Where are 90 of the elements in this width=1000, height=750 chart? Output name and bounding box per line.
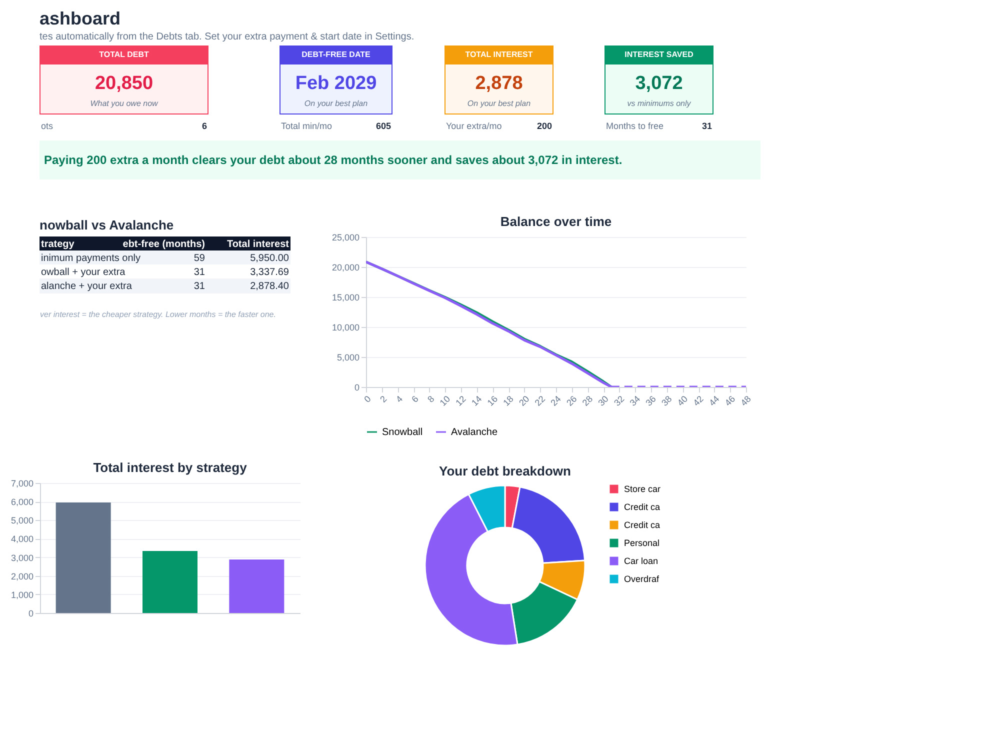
chart-title: Your debt breakdown: [439, 464, 572, 478]
legend-label: Store car: [624, 484, 661, 494]
text: TOTAL DEBT: [99, 50, 149, 59]
x-tick-label: 42: [691, 394, 706, 408]
x-tick-label: 40: [675, 394, 690, 408]
text: On your best plan: [467, 99, 532, 108]
text: DEBT-FREE DATE: [302, 50, 372, 59]
text: Months to free: [606, 121, 664, 131]
y-tick-label: 25,000: [332, 232, 360, 242]
text: 3,337.69: [250, 267, 290, 278]
legend-label: Snowball: [382, 427, 423, 438]
x-tick-label: 0: [362, 394, 373, 404]
text: 3,072: [635, 73, 683, 94]
text: 31: [194, 281, 206, 292]
x-tick-label: 38: [660, 394, 674, 408]
x-tick-label: 46: [722, 394, 738, 408]
x-tick-label: 4: [394, 394, 405, 404]
y-tick-label: 5,000: [336, 352, 360, 362]
x-tick-label: 20: [517, 394, 532, 408]
text: Feb 2029: [295, 73, 377, 94]
y-tick-label: 0: [354, 382, 360, 392]
text: owball + your extra: [41, 267, 126, 278]
legend-label: Credit ca: [624, 502, 660, 512]
x-tick-label: 36: [644, 394, 658, 408]
text: ots: [41, 121, 54, 131]
y-tick-label: 15,000: [332, 292, 360, 302]
text: alanche + your extra: [41, 281, 132, 292]
x-tick-label: 16: [485, 394, 500, 408]
x-tick-label: 24: [548, 394, 563, 408]
text: 605: [376, 121, 391, 131]
text: 200: [536, 121, 552, 131]
text: TOTAL INTEREST: [465, 50, 533, 59]
y-tick-label: 5,000: [10, 516, 34, 526]
text: vs minimums only: [627, 99, 692, 108]
text: INTEREST SAVED: [624, 50, 694, 59]
text: Total interest: [226, 239, 290, 250]
text: 2,878: [475, 73, 523, 94]
text: 5,950.00: [250, 253, 290, 264]
x-tick-label: 6: [410, 394, 420, 404]
x-tick-label: 8: [426, 394, 436, 404]
bar: [142, 550, 198, 613]
x-tick-label: 14: [470, 394, 484, 408]
legend-label: Personal: [624, 538, 660, 548]
text: What you owe now: [90, 99, 160, 108]
text: Total min/mo: [281, 121, 332, 131]
text: tes automatically from the Debts tab. Set your extra payment & start date in Settings.: [40, 32, 414, 42]
chart-title: Total interest by strategy: [93, 460, 248, 475]
x-tick-label: 30: [596, 394, 610, 408]
legend-label: Credit ca: [624, 520, 660, 530]
text: Paying 200 extra a month clears your debt about 28 months sooner and saves about 3,072 in interest.: [44, 153, 622, 167]
text: 31: [194, 267, 206, 278]
text: 2,878.40: [250, 281, 290, 292]
chart-title: Balance over time: [500, 214, 612, 229]
text: Your extra/mo: [446, 121, 502, 131]
x-tick-label: 18: [501, 394, 516, 408]
text: ebt-free (months): [122, 239, 205, 250]
y-tick-label: 1,000: [10, 590, 34, 600]
text: 20,850: [94, 73, 154, 94]
text: 31: [702, 121, 712, 131]
y-tick-label: 6,000: [10, 497, 34, 508]
text: nowball vs Avalanche: [40, 218, 174, 232]
x-tick-label: 32: [612, 394, 626, 408]
text: ver interest = the cheaper strategy. Lower months = the faster one.: [40, 310, 276, 319]
bar: [229, 560, 284, 613]
legend-label: Car loan: [624, 556, 658, 566]
x-tick-label: 2: [378, 394, 389, 404]
text: trategy: [41, 239, 75, 250]
legend-label: Overdraf: [624, 574, 660, 584]
x-tick-label: 12: [454, 394, 468, 408]
y-tick-label: 2,000: [10, 571, 34, 582]
y-tick-label: 0: [28, 608, 34, 618]
x-tick-label: 34: [628, 394, 642, 408]
x-tick-label: 22: [532, 394, 548, 408]
y-tick-label: 3,000: [10, 552, 34, 563]
text: ashboard: [40, 8, 121, 28]
y-tick-label: 4,000: [10, 534, 34, 544]
x-tick-label: 44: [707, 394, 722, 408]
x-tick-label: 48: [738, 394, 753, 408]
x-tick-label: 28: [580, 394, 595, 408]
y-tick-label: 7,000: [10, 478, 34, 488]
legend-label: Avalanche: [451, 427, 498, 438]
text: 6: [202, 121, 207, 131]
text: 59: [194, 253, 206, 264]
x-tick-label: 10: [438, 394, 452, 408]
y-tick-label: 20,000: [332, 262, 360, 272]
bar: [56, 502, 111, 613]
text: inimum payments only: [41, 253, 140, 264]
y-tick-label: 10,000: [332, 322, 360, 332]
x-tick-label: 26: [564, 394, 579, 408]
text: On your best plan: [304, 99, 368, 108]
